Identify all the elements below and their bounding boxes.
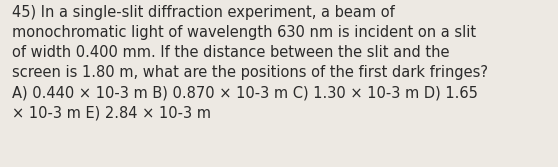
Text: 45) In a single-slit diffraction experiment, a beam of
monochromatic light of wa: 45) In a single-slit diffraction experim… bbox=[12, 5, 488, 120]
